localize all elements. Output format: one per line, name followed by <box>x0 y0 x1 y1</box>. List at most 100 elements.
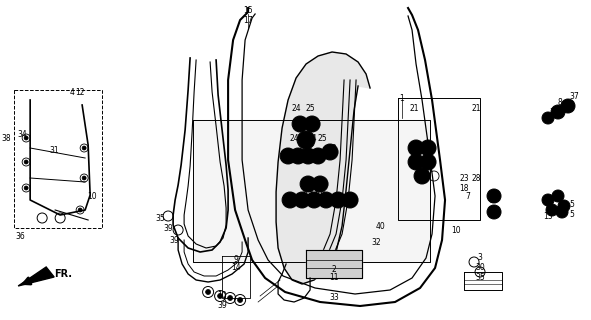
Circle shape <box>306 192 322 208</box>
Circle shape <box>301 135 311 145</box>
Circle shape <box>284 152 292 160</box>
Circle shape <box>551 105 565 119</box>
Circle shape <box>318 192 334 208</box>
Text: 7: 7 <box>466 191 470 201</box>
Text: FR.: FR. <box>54 269 72 279</box>
Circle shape <box>78 208 82 212</box>
Text: 10: 10 <box>451 226 461 235</box>
Circle shape <box>304 180 312 188</box>
Circle shape <box>300 176 316 192</box>
Polygon shape <box>18 267 54 286</box>
Polygon shape <box>14 90 102 228</box>
Text: 40: 40 <box>375 221 385 230</box>
Circle shape <box>424 144 432 152</box>
Text: 12: 12 <box>76 87 85 97</box>
Circle shape <box>546 204 558 216</box>
Circle shape <box>280 148 296 164</box>
Text: 39: 39 <box>163 223 173 233</box>
Circle shape <box>298 196 306 204</box>
Text: 7: 7 <box>291 196 297 204</box>
Text: 39: 39 <box>217 301 227 310</box>
Text: 25: 25 <box>317 133 327 142</box>
Text: 19: 19 <box>327 143 337 153</box>
Circle shape <box>228 295 233 300</box>
Circle shape <box>346 196 354 204</box>
Circle shape <box>545 197 551 203</box>
Circle shape <box>545 115 551 121</box>
Text: 14: 14 <box>231 263 241 273</box>
Text: 32: 32 <box>371 237 381 246</box>
Circle shape <box>300 148 316 164</box>
Circle shape <box>294 192 310 208</box>
Text: 13: 13 <box>555 205 565 214</box>
Text: 39: 39 <box>169 236 179 244</box>
Circle shape <box>564 102 571 109</box>
Text: 13: 13 <box>543 212 553 220</box>
Text: 5: 5 <box>570 210 574 219</box>
Circle shape <box>314 152 322 160</box>
Text: 26: 26 <box>313 196 323 204</box>
Circle shape <box>542 112 554 124</box>
Circle shape <box>487 205 501 219</box>
Circle shape <box>552 190 564 202</box>
Circle shape <box>556 206 568 218</box>
Text: 35: 35 <box>475 274 485 283</box>
Circle shape <box>424 158 432 166</box>
Circle shape <box>487 189 501 203</box>
Circle shape <box>286 196 294 204</box>
Text: 6: 6 <box>557 196 563 204</box>
Text: 18: 18 <box>313 188 323 196</box>
Circle shape <box>312 176 328 192</box>
Circle shape <box>542 194 554 206</box>
Circle shape <box>82 176 86 180</box>
Circle shape <box>308 120 316 128</box>
Circle shape <box>304 152 312 160</box>
Text: 15: 15 <box>243 5 253 14</box>
Text: 17: 17 <box>243 15 253 25</box>
Text: 24: 24 <box>291 103 301 113</box>
Text: 24: 24 <box>307 133 317 142</box>
Text: 23: 23 <box>459 173 469 182</box>
Text: 37: 37 <box>569 92 579 100</box>
Circle shape <box>310 196 318 204</box>
Circle shape <box>206 290 210 294</box>
Circle shape <box>558 200 570 212</box>
Text: 27: 27 <box>325 196 335 204</box>
Text: 3: 3 <box>478 253 482 262</box>
Circle shape <box>559 209 565 215</box>
Circle shape <box>82 146 86 150</box>
Text: 2: 2 <box>332 266 336 275</box>
Circle shape <box>408 140 424 156</box>
Circle shape <box>491 209 498 215</box>
Text: 1: 1 <box>400 93 404 102</box>
Text: 30: 30 <box>475 263 485 273</box>
Text: 34: 34 <box>17 130 27 139</box>
Text: 20: 20 <box>306 122 315 131</box>
Text: 29: 29 <box>489 196 499 204</box>
Text: 28: 28 <box>471 173 481 182</box>
Circle shape <box>414 168 430 184</box>
Text: 8: 8 <box>558 98 563 107</box>
Text: 28: 28 <box>303 194 313 203</box>
Circle shape <box>282 192 298 208</box>
Circle shape <box>549 207 555 213</box>
Text: 35: 35 <box>155 213 165 222</box>
Text: 25: 25 <box>306 103 315 113</box>
Circle shape <box>310 148 326 164</box>
Circle shape <box>420 140 436 156</box>
Circle shape <box>238 298 242 302</box>
Text: 10: 10 <box>217 292 227 300</box>
Circle shape <box>24 186 28 190</box>
Circle shape <box>491 193 498 199</box>
Circle shape <box>408 154 424 170</box>
Circle shape <box>24 160 28 164</box>
Circle shape <box>292 116 308 132</box>
Circle shape <box>316 180 324 188</box>
Text: 5: 5 <box>570 199 574 209</box>
Circle shape <box>297 131 315 149</box>
Circle shape <box>418 172 426 180</box>
Circle shape <box>330 192 346 208</box>
Circle shape <box>24 136 28 140</box>
Text: 11: 11 <box>329 274 339 283</box>
Text: 33: 33 <box>329 293 339 302</box>
